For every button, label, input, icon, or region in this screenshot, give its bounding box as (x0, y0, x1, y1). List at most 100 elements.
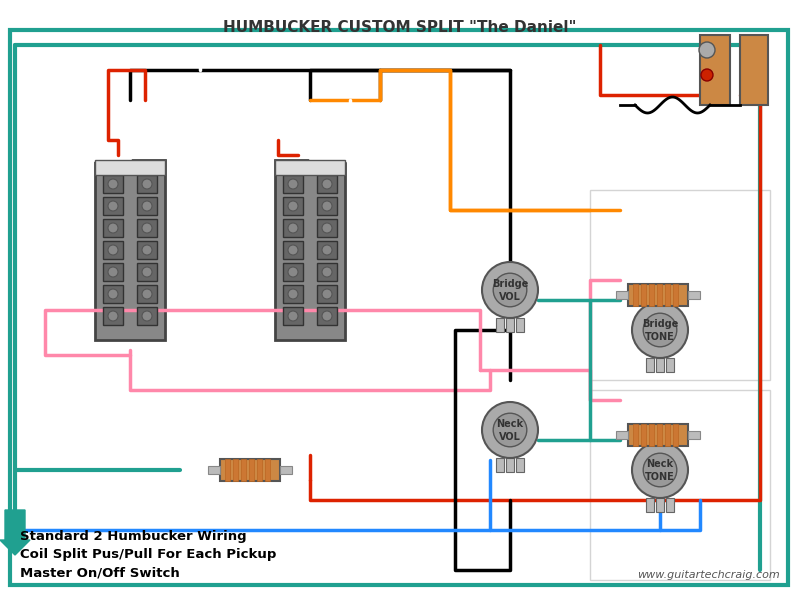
Bar (665, 424, 670, 446)
Bar (616, 431, 628, 439)
Bar (628, 284, 688, 306)
Bar (317, 263, 337, 281)
Bar (666, 498, 674, 512)
Text: Neck: Neck (497, 419, 523, 429)
Bar (657, 424, 662, 446)
Bar (95, 160, 165, 340)
Circle shape (643, 313, 677, 347)
Bar (516, 458, 524, 472)
Circle shape (288, 201, 298, 211)
Bar (280, 466, 292, 474)
Bar (506, 318, 514, 332)
Bar (673, 284, 678, 306)
Text: TONE: TONE (645, 472, 675, 482)
Bar (103, 175, 123, 193)
Bar (283, 285, 303, 303)
Bar (275, 160, 345, 175)
Bar (137, 285, 157, 303)
Bar (137, 263, 157, 281)
Bar (649, 284, 654, 306)
Circle shape (288, 245, 298, 255)
Bar (673, 424, 678, 446)
Bar (265, 459, 270, 481)
Circle shape (288, 223, 298, 233)
Circle shape (142, 245, 152, 255)
Circle shape (322, 267, 332, 277)
Circle shape (643, 453, 677, 487)
Bar (137, 175, 157, 193)
Bar (241, 459, 246, 481)
Bar (233, 459, 238, 481)
Bar (225, 459, 230, 481)
Circle shape (632, 302, 688, 358)
Text: Standard 2 Humbucker Wiring: Standard 2 Humbucker Wiring (20, 530, 246, 543)
Circle shape (288, 179, 298, 189)
Circle shape (108, 179, 118, 189)
Bar (283, 219, 303, 237)
Circle shape (108, 289, 118, 299)
Bar (628, 424, 688, 446)
Bar (283, 197, 303, 215)
Circle shape (288, 311, 298, 321)
Bar (496, 458, 504, 472)
Bar (656, 498, 664, 512)
Bar (665, 284, 670, 306)
Bar (700, 35, 730, 105)
Bar (137, 219, 157, 237)
Bar (317, 241, 337, 259)
Circle shape (482, 402, 538, 458)
Circle shape (142, 179, 152, 189)
Circle shape (632, 442, 688, 498)
Circle shape (322, 245, 332, 255)
Bar (317, 175, 337, 193)
Text: Coil Split Pus/Pull For Each Pickup: Coil Split Pus/Pull For Each Pickup (20, 548, 276, 561)
Bar (496, 318, 504, 332)
Bar (95, 160, 165, 175)
Bar (103, 307, 123, 325)
Circle shape (142, 311, 152, 321)
Bar (208, 466, 220, 474)
Bar (740, 35, 768, 105)
Circle shape (288, 289, 298, 299)
Circle shape (142, 223, 152, 233)
Bar (516, 318, 524, 332)
Bar (103, 285, 123, 303)
Circle shape (108, 245, 118, 255)
Bar (103, 263, 123, 281)
Bar (688, 431, 700, 439)
Bar (688, 291, 700, 299)
Bar (283, 263, 303, 281)
Circle shape (108, 201, 118, 211)
Bar (257, 459, 262, 481)
Text: Bridge: Bridge (492, 279, 528, 289)
Bar (283, 307, 303, 325)
Circle shape (322, 179, 332, 189)
Circle shape (322, 311, 332, 321)
Bar (283, 241, 303, 259)
Text: HUMBUCKER CUSTOM SPLIT "The Daniel": HUMBUCKER CUSTOM SPLIT "The Daniel" (223, 20, 577, 35)
Bar (641, 284, 646, 306)
Bar (137, 197, 157, 215)
Bar (646, 498, 654, 512)
Circle shape (108, 267, 118, 277)
Bar (103, 197, 123, 215)
Text: Bridge: Bridge (642, 319, 678, 329)
Circle shape (699, 42, 715, 58)
FancyArrow shape (0, 510, 30, 555)
Circle shape (108, 311, 118, 321)
Text: VOL: VOL (499, 292, 521, 302)
Circle shape (142, 267, 152, 277)
Bar (317, 197, 337, 215)
Bar (590, 190, 770, 380)
Circle shape (142, 289, 152, 299)
Circle shape (322, 201, 332, 211)
Bar (317, 307, 337, 325)
Circle shape (482, 262, 538, 318)
Bar (103, 241, 123, 259)
Bar (317, 285, 337, 303)
Circle shape (108, 223, 118, 233)
Circle shape (322, 289, 332, 299)
Bar (103, 219, 123, 237)
Text: VOL: VOL (499, 432, 521, 442)
Bar (249, 459, 254, 481)
